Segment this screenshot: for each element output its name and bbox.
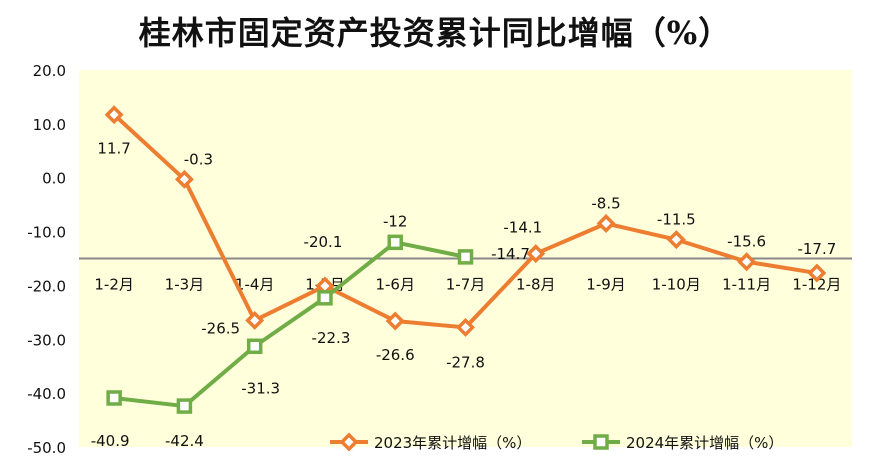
data-point-marker (104, 105, 124, 125)
data-label: -17.7 (797, 240, 836, 258)
data-point-marker (526, 244, 546, 264)
data-point-marker (106, 390, 122, 406)
y-tick-label: -40.0 (27, 385, 66, 403)
data-label: -20.1 (304, 233, 343, 251)
data-point-marker (457, 249, 474, 265)
data-point-marker (245, 310, 265, 330)
data-label: -0.3 (184, 150, 213, 168)
data-point-marker (456, 317, 475, 337)
data-label: -42.4 (165, 432, 204, 450)
data-point-marker (807, 263, 827, 283)
y-tick-label: -20.0 (27, 277, 66, 295)
legend-marker-diamond-icon (339, 432, 359, 452)
data-label: -31.3 (241, 379, 280, 397)
y-tick-label: 10.0 (33, 116, 66, 134)
x-tick-label: 1-7月 (446, 276, 486, 294)
data-point-marker (737, 252, 757, 272)
data-label: -40.9 (91, 432, 130, 450)
data-label: 11.7 (97, 140, 130, 158)
data-label: -11.5 (657, 211, 696, 229)
legend-label: 2023年累计增幅（%） (374, 434, 531, 452)
data-label: -14.7 (491, 245, 530, 263)
x-tick-label: 1-3月 (165, 276, 205, 294)
legend-label: 2024年累计增幅（%） (626, 434, 783, 452)
x-tick-label: 1-4月 (235, 276, 275, 294)
data-label: -15.6 (727, 233, 766, 251)
y-tick-label: -10.0 (27, 224, 66, 242)
data-label: -22.3 (312, 329, 351, 347)
series-line-2024 (113, 240, 466, 409)
x-tick-label: 1-8月 (516, 276, 556, 294)
data-point-marker (596, 214, 616, 233)
data-label: -14.1 (503, 219, 542, 237)
data-point-marker (174, 169, 194, 189)
data-label: -26.6 (376, 346, 415, 364)
x-tick-label: 1-6月 (375, 276, 415, 294)
data-point-marker (317, 290, 333, 306)
x-tick-label: 1-2月 (94, 276, 134, 294)
x-tick-label: 1-10月 (652, 276, 701, 294)
data-point-marker (387, 234, 403, 251)
x-tick-label: 1-9月 (586, 276, 626, 294)
y-tick-label: 0.0 (42, 170, 66, 188)
data-label: -8.5 (591, 194, 620, 212)
data-point-marker (666, 230, 686, 250)
chart-title: 桂林市固定资产投资累计同比增幅（%） (138, 14, 732, 52)
legend-marker-square-icon (593, 434, 609, 450)
y-tick-label: -50.0 (27, 439, 66, 457)
data-label: -27.8 (446, 353, 485, 371)
data-point-marker (246, 338, 263, 355)
data-label: -26.5 (201, 319, 240, 337)
y-tick-label: -30.0 (27, 331, 66, 349)
data-label: -12 (383, 212, 408, 230)
x-tick-label: 1-12月 (792, 276, 841, 294)
x-tick-label: 1-11月 (722, 276, 771, 294)
data-point-marker (385, 311, 405, 331)
data-point-marker (176, 398, 193, 414)
y-tick-label: 20.0 (33, 62, 66, 80)
